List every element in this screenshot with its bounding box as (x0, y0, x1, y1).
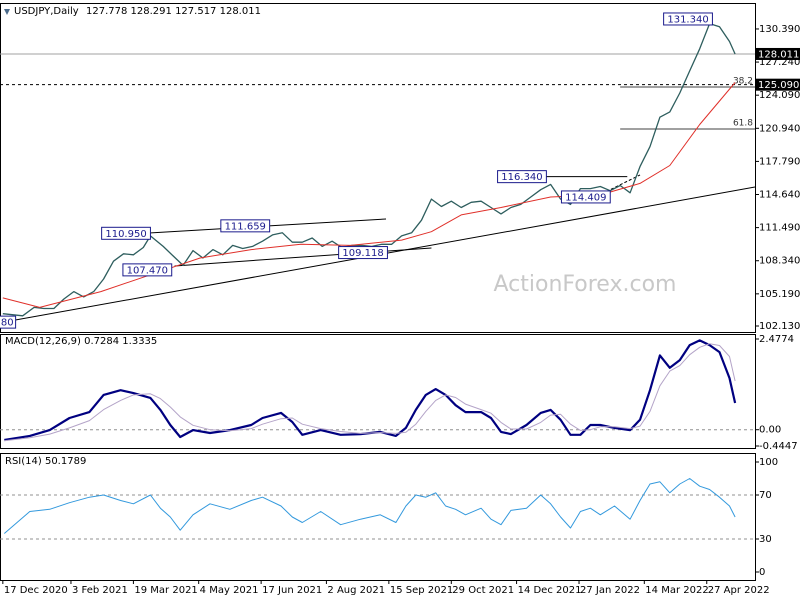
symbol-icon (4, 9, 10, 15)
x-tick-label: 19 Mar 2021 (134, 585, 197, 596)
annotation-box (338, 246, 388, 260)
x-tick-label: 17 Jun 2021 (262, 585, 322, 596)
annotation-label: 114.409 (565, 192, 606, 203)
fib-label: 61.8 (733, 119, 753, 129)
series-line (2, 22, 736, 317)
series-line (2, 82, 736, 308)
annotation-label: 116.340 (501, 172, 542, 183)
y-tick-label: 120.940 (759, 123, 800, 134)
macd-panel (0, 334, 756, 449)
y-tick-label: 127.240 (759, 57, 800, 68)
annotation-label: 131.340 (667, 14, 708, 25)
watermark: ActionForex.com (494, 272, 677, 297)
x-tick-label: 27 Apr 2022 (708, 585, 770, 596)
series-line (4, 339, 737, 442)
x-tick-label: 29 Oct 2021 (452, 585, 514, 596)
annotation-box (560, 190, 611, 204)
y-tick-label: 111.490 (759, 223, 800, 234)
x-tick-label: 17 Dec 2020 (4, 585, 68, 596)
x-tick-label: 14 Dec 2021 (518, 585, 582, 596)
y-tick-label: 114.640 (759, 190, 800, 201)
annotation-box (0, 315, 17, 329)
annotation-box (497, 170, 547, 184)
annotation-box (663, 12, 713, 26)
level-tag (755, 47, 800, 60)
macd-title: MACD(12,26,9) 0.7284 1.3335 (5, 336, 157, 347)
y-tick-label: 0 (759, 567, 765, 578)
annotation-label: 80 (1, 318, 14, 329)
annotation-label: 110.950 (105, 229, 146, 240)
level-tag (755, 78, 800, 91)
y-tick-label: 100 (759, 457, 778, 468)
x-tick-label: 27 Jan 2022 (580, 585, 640, 596)
annotation-box (220, 219, 271, 233)
panel-plot (0, 339, 755, 442)
series-line (3, 478, 736, 534)
annotation-label: 111.659 (225, 221, 266, 232)
x-tick-label: 15 Sep 2021 (390, 585, 453, 596)
series-line (4, 343, 736, 442)
panel-plot: 38.2 61.8 131.340 110.950 111.659 107.470 109.… (0, 12, 755, 329)
y-tick-label: 70 (759, 490, 772, 501)
annotation-label: 109.118 (342, 248, 383, 259)
trendline (174, 247, 432, 267)
fib-label: 38.2 (733, 76, 753, 86)
plot-layer: 38.2 61.8 131.340 110.950 111.659 107.470 109.… (0, 12, 800, 596)
x-tick-label: 14 Mar 2022 (645, 585, 708, 596)
y-tick-label: 117.790 (759, 156, 800, 167)
x-tick-label: 2 Aug 2021 (327, 585, 385, 596)
level-tag-label: 125.090 (758, 80, 799, 91)
panel-plot (0, 478, 755, 540)
x-tick-label: 4 May 2021 (200, 585, 259, 596)
annotation-box (101, 226, 151, 240)
y-tick-label: 124.090 (759, 90, 800, 101)
y-tick-label: 30 (759, 534, 772, 545)
rsi-title: RSI(14) 50.1789 (5, 456, 86, 467)
price-panel (0, 3, 756, 333)
x-tick-label: 3 Feb 2021 (72, 585, 128, 596)
level-tag-label: 128.011 (758, 49, 799, 60)
chart-title: USDJPY,Daily (14, 6, 79, 17)
y-tick-label: 108.340 (759, 256, 800, 267)
y-tick-label: 102.130 (759, 321, 800, 332)
annotation-box (122, 263, 173, 277)
rsi-panel (0, 453, 756, 581)
y-tick-label: 2.4774 (759, 334, 794, 345)
annotation-label: 107.470 (127, 265, 168, 276)
ohlc-values: 127.778 128.291 127.517 128.011 (86, 6, 261, 17)
y-tick-label: 0.00 (759, 425, 781, 436)
y-tick-label: 105.190 (759, 289, 800, 300)
y-tick-label: 130.390 (759, 24, 800, 35)
y-tick-label: -0.4447 (759, 441, 798, 452)
